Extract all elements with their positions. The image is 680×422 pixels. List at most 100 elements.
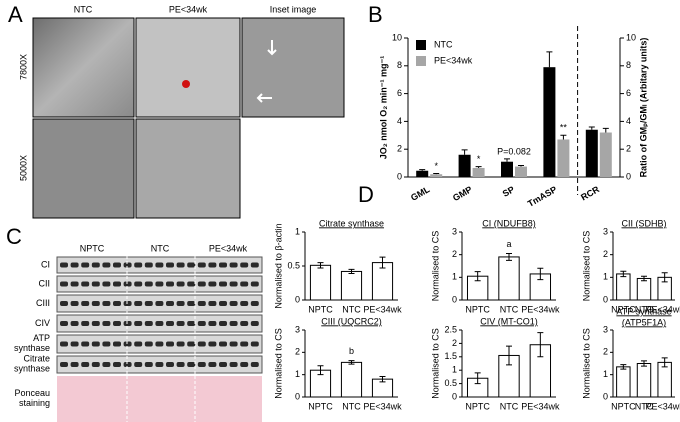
x-tick-label: NTC — [635, 401, 654, 411]
band — [60, 281, 68, 287]
band — [208, 281, 217, 287]
y-tick-label: 1 — [452, 272, 457, 282]
y-tick-label: 0 — [452, 391, 457, 401]
x-tick-label: NPTC — [611, 401, 636, 411]
band — [187, 362, 196, 367]
band — [144, 281, 153, 287]
band — [134, 341, 143, 347]
error-bar — [518, 164, 524, 167]
em-image — [32, 17, 135, 118]
column-label: NTC — [74, 4, 93, 14]
row-label: 5000X — [18, 155, 28, 181]
error-bar — [588, 126, 595, 130]
bar — [501, 161, 513, 177]
bar — [430, 174, 443, 177]
y-tick-label: 6 — [397, 88, 402, 98]
panel-label: B — [368, 2, 383, 27]
error-bar — [461, 149, 468, 155]
band — [197, 341, 206, 347]
band — [102, 301, 111, 306]
band — [166, 281, 174, 287]
x-tick-label: TmASP — [526, 184, 559, 209]
bar — [340, 361, 363, 398]
band — [229, 362, 238, 367]
band — [70, 281, 79, 287]
band — [144, 262, 153, 268]
error-bar — [379, 375, 386, 380]
band — [123, 281, 132, 287]
legend-swatch — [416, 40, 426, 50]
band — [91, 362, 100, 367]
y-tick-label: 1 — [295, 226, 300, 236]
x-tick-label: NTC — [342, 304, 361, 314]
band — [219, 362, 227, 367]
annotation: * — [434, 161, 438, 171]
row-label: 7800X — [18, 54, 28, 80]
band — [155, 362, 164, 367]
x-tick-label: PE<34wk — [521, 304, 560, 314]
band — [134, 321, 143, 326]
error-bar — [641, 360, 647, 364]
group-label: NTC — [151, 243, 170, 253]
bar — [515, 166, 527, 177]
bar — [543, 67, 556, 177]
error-bar — [379, 256, 386, 263]
band — [70, 301, 79, 306]
band — [155, 281, 164, 287]
band — [60, 301, 68, 306]
band — [240, 301, 249, 306]
error-bar — [506, 253, 512, 257]
x-tick-label: PE<34wk — [521, 401, 560, 411]
band — [81, 301, 90, 306]
y-tick-label: 2 — [295, 347, 300, 357]
error-bar-lower — [641, 278, 647, 282]
band — [144, 321, 153, 326]
band — [187, 301, 196, 306]
y2-axis-label: Ratio of GMₚ/GMₗ (Arbitary units) — [638, 38, 648, 178]
em-images — [32, 17, 345, 219]
legend-swatch — [416, 56, 426, 66]
x-tick-label: NTC — [635, 304, 654, 314]
error-bar — [475, 166, 482, 168]
x-tick-label: NPTC — [308, 304, 333, 314]
row-label: Ponceau staining — [14, 388, 50, 408]
em-image — [135, 118, 241, 219]
band — [91, 301, 100, 306]
band — [187, 321, 196, 326]
band — [70, 321, 79, 326]
band — [81, 341, 90, 347]
band — [187, 262, 196, 268]
chart-title: ATP synthase — [616, 306, 671, 316]
band — [229, 301, 238, 306]
band — [102, 281, 111, 287]
band — [176, 341, 185, 347]
error-bar — [348, 268, 355, 272]
error-bar — [348, 360, 355, 363]
band — [250, 362, 259, 367]
band — [208, 362, 217, 367]
em-image — [135, 17, 241, 118]
x-tick-label: PE<34wk — [646, 304, 680, 314]
y-tick-label: 3 — [295, 324, 300, 334]
ponceau-image — [57, 376, 262, 422]
band — [208, 301, 217, 306]
row-label: CIII — [36, 298, 50, 308]
y2-tick-label: 2 — [626, 144, 631, 154]
error-bar-lower — [348, 271, 355, 274]
error-bar-lower — [317, 265, 324, 269]
y-tick-label: 2 — [452, 338, 457, 348]
y-axis-label: JO₂ nmol O₂ min⁻¹ mg⁻¹ — [378, 56, 388, 160]
y2-tick-label: 8 — [626, 60, 631, 70]
band — [81, 362, 90, 367]
x-tick-label: SP — [501, 184, 516, 199]
panel-label: D — [358, 182, 374, 207]
band — [113, 341, 121, 347]
band — [197, 321, 206, 326]
band — [123, 262, 132, 268]
y-tick-label: 3 — [603, 226, 608, 236]
bar — [657, 361, 672, 398]
band — [102, 341, 111, 347]
chart-title: CI (NDUFB8) — [482, 218, 536, 228]
y-tick-label: 2 — [452, 249, 457, 259]
y-tick-label: 1 — [452, 365, 457, 375]
